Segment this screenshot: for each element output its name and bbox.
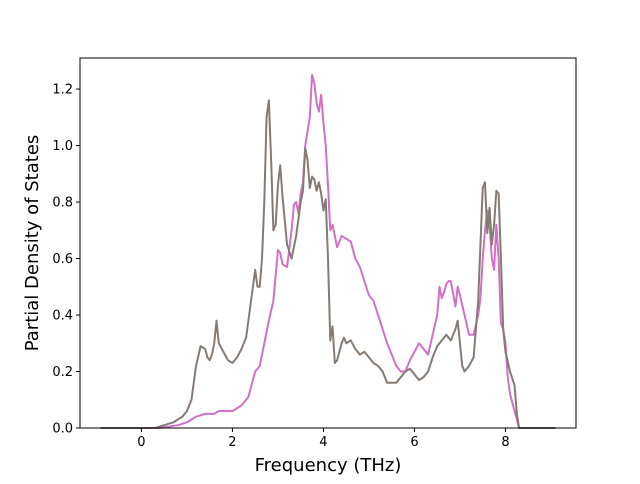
y-tick-label: 0.0 bbox=[52, 422, 73, 437]
plot-frame bbox=[79, 57, 577, 429]
y-tick-label: 0.4 bbox=[52, 309, 73, 324]
y-tick-label: 1.2 bbox=[52, 83, 73, 98]
x-tick-label: 2 bbox=[228, 435, 236, 450]
y-tick-label: 0.6 bbox=[52, 252, 73, 267]
series-layer bbox=[100, 73, 556, 429]
series-line-1 bbox=[100, 73, 556, 429]
y-tick-label: 0.2 bbox=[52, 365, 73, 380]
x-tick-label: 0 bbox=[137, 435, 145, 450]
x-tick-label: 8 bbox=[501, 435, 509, 450]
y-tick-label: 0.8 bbox=[52, 196, 73, 211]
y-axis-label: Partial Density of States bbox=[22, 135, 43, 352]
x-tick-label: 6 bbox=[410, 435, 418, 450]
x-tick-label: 4 bbox=[319, 435, 327, 450]
ticks-layer: 0 2 4 6 8 0.0 0.2 0.4 0.6 0.8 1.0 1.2 bbox=[52, 83, 509, 450]
y-tick-label: 1.0 bbox=[52, 139, 73, 154]
series-line-2 bbox=[100, 99, 556, 429]
x-axis-label: Frequency (THz) bbox=[255, 455, 402, 476]
